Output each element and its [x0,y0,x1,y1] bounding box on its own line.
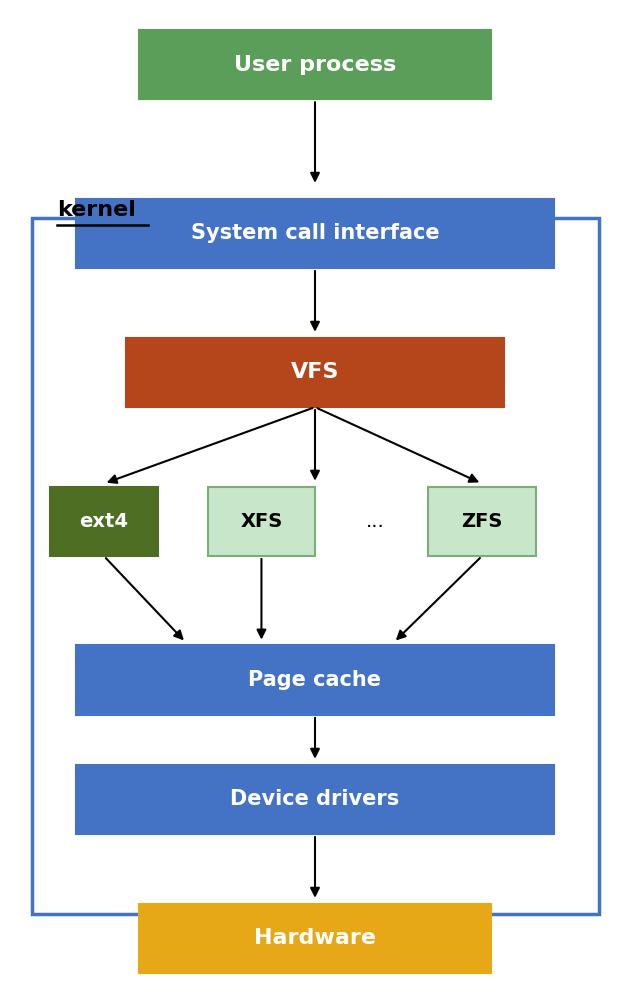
Text: XFS: XFS [240,511,283,531]
Text: Page cache: Page cache [248,670,382,690]
Text: User process: User process [234,55,396,74]
Text: Hardware: Hardware [254,928,376,948]
FancyBboxPatch shape [32,218,598,914]
Text: ...: ... [365,511,384,531]
Text: ZFS: ZFS [461,511,503,531]
FancyBboxPatch shape [350,487,400,556]
Text: VFS: VFS [291,362,339,382]
FancyBboxPatch shape [126,338,504,407]
FancyBboxPatch shape [76,645,554,715]
FancyBboxPatch shape [208,487,315,556]
FancyBboxPatch shape [76,765,554,834]
Text: ext4: ext4 [79,511,129,531]
Text: kernel: kernel [57,201,135,220]
FancyBboxPatch shape [139,30,491,99]
FancyBboxPatch shape [428,487,536,556]
Text: System call interface: System call interface [191,223,439,243]
FancyBboxPatch shape [50,487,158,556]
FancyBboxPatch shape [139,904,491,973]
Text: Device drivers: Device drivers [231,789,399,809]
FancyBboxPatch shape [76,199,554,268]
